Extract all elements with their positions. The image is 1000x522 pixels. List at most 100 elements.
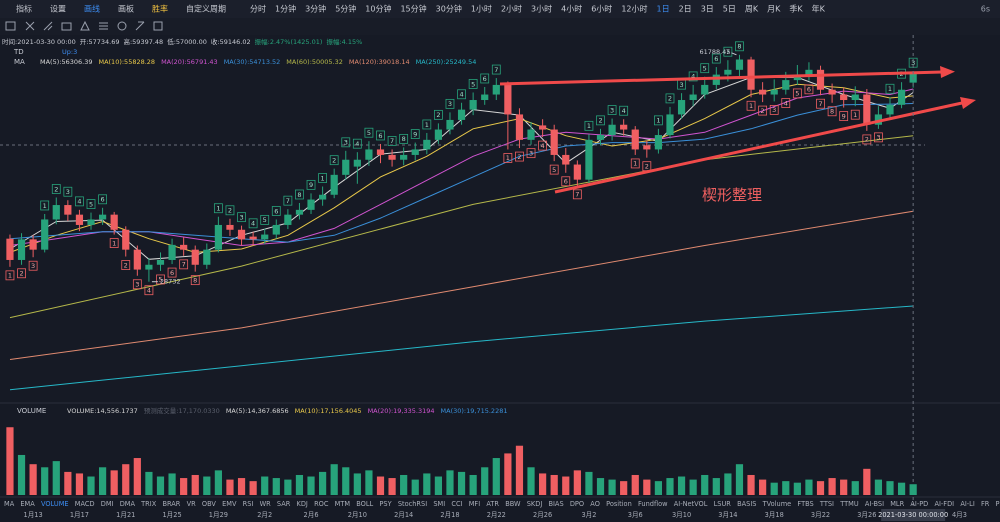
td-count: 3 — [344, 139, 348, 147]
indicator-tab[interactable]: FR — [981, 500, 990, 508]
period-item[interactable]: 4小时 — [561, 4, 582, 14]
indicator-tab[interactable]: Fundflow — [638, 500, 668, 508]
indicator-tab[interactable]: AI-FDI — [934, 500, 954, 508]
indicator-tab[interactable]: VR — [187, 500, 197, 508]
indicator-tab[interactable]: LSUR — [714, 500, 732, 508]
period-item[interactable]: 30分钟 — [436, 4, 462, 14]
indicator-tab[interactable]: TVolume — [762, 500, 792, 508]
td-count: 9 — [413, 130, 417, 138]
drawing-toolbar-bg — [0, 18, 1000, 35]
indicator-tab[interactable]: PSY — [379, 500, 392, 508]
indicator-tab[interactable]: MACD — [75, 500, 95, 508]
toolbar-item[interactable]: 指标 — [16, 4, 32, 14]
indicator-tab[interactable]: TRIX — [140, 500, 157, 508]
indicator-tab[interactable]: VOLUME — [41, 500, 69, 508]
indicator-tab[interactable]: BASIS — [737, 500, 756, 508]
indicator-tab[interactable]: BOLL — [356, 500, 373, 508]
indicator-tab[interactable]: Position — [606, 500, 632, 508]
period-item[interactable]: 10分钟 — [365, 4, 391, 14]
toolbar-item[interactable]: 设置 — [50, 4, 66, 14]
candle-body — [284, 214, 292, 225]
indicator-tab[interactable]: DPO — [570, 500, 584, 508]
indicator-tab[interactable]: BRAR — [162, 500, 180, 508]
volume-bar — [492, 458, 500, 495]
td-count: 4 — [691, 73, 695, 81]
indicator-tab[interactable]: FTBS — [797, 500, 813, 508]
tool-icon[interactable] — [43, 21, 53, 31]
indicator-tab[interactable]: DMA — [120, 500, 136, 508]
tool-icon[interactable] — [61, 22, 72, 31]
toolbar-item[interactable]: 自定义周期 — [186, 4, 226, 14]
indicator-tab[interactable]: AI-BSI — [865, 500, 884, 508]
indicator-tab[interactable]: BBW — [505, 500, 521, 508]
indicator-tab[interactable]: AO — [590, 500, 600, 508]
tool-icon[interactable] — [80, 20, 90, 31]
period-item[interactable]: 12小时 — [621, 4, 647, 14]
period-item[interactable]: 1分钟 — [275, 4, 296, 14]
td-box — [364, 127, 374, 138]
td-count: 3 — [31, 262, 35, 270]
candle-body — [156, 259, 165, 265]
indicator-tab[interactable]: ROC — [314, 500, 329, 508]
volume-bar — [596, 478, 605, 495]
td-count: 1 — [587, 122, 591, 130]
indicator-tab[interactable]: AI-NetVOL — [674, 500, 708, 508]
indicator-tab[interactable]: DMI — [101, 500, 114, 508]
tool-icon[interactable] — [25, 21, 35, 31]
toolbar-item[interactable]: 画线 — [84, 4, 100, 14]
ma-legend: MA(250):25249.54 — [416, 58, 477, 66]
period-item[interactable]: 2小时 — [501, 4, 522, 14]
indicator-tab[interactable]: PFR — [996, 500, 1000, 508]
tool-icon[interactable] — [135, 21, 145, 31]
indicator-tab[interactable]: MLR — [890, 500, 904, 508]
indicator-tab[interactable]: SMI — [433, 500, 445, 508]
toolbar-item[interactable]: 画板 — [118, 4, 134, 14]
indicator-tab[interactable]: SKDJ — [527, 500, 543, 508]
period-item[interactable]: 1日 — [657, 5, 670, 14]
period-item[interactable]: 1小时 — [471, 4, 492, 14]
indicator-tab[interactable]: MA — [4, 500, 15, 508]
tool-icon[interactable] — [99, 22, 108, 30]
td-count: 3 — [876, 134, 880, 142]
volume-bar — [365, 470, 373, 495]
period-item[interactable]: 5日 — [723, 5, 736, 14]
tool-icon[interactable] — [153, 21, 163, 31]
period-item[interactable]: 15分钟 — [400, 4, 426, 14]
period-item[interactable]: 5分钟 — [335, 4, 356, 14]
period-item[interactable]: 年K — [812, 4, 826, 14]
tool-icon[interactable] — [117, 21, 127, 31]
indicator-tab[interactable]: RSI — [243, 500, 254, 508]
period-item[interactable]: 2日 — [679, 5, 692, 14]
tool-icon[interactable] — [5, 21, 16, 31]
indicator-tab[interactable]: EMV — [222, 500, 237, 508]
td-box — [515, 151, 524, 162]
indicator-tab[interactable]: CCI — [451, 500, 462, 508]
indicator-tab[interactable]: OBV — [202, 500, 217, 508]
indicator-tab[interactable]: StochRSI — [398, 500, 427, 508]
indicator-tab[interactable]: MFI — [469, 500, 480, 508]
indicator-tab[interactable]: AI-PD — [910, 500, 928, 508]
toolbar-item[interactable]: 胜率 — [152, 4, 168, 14]
indicator-tab[interactable]: MTM — [335, 500, 351, 508]
volume-bar — [747, 474, 755, 495]
period-item[interactable]: 月K — [767, 5, 781, 14]
period-item[interactable]: 季K — [789, 4, 803, 14]
period-item[interactable]: 周K — [745, 5, 759, 14]
indicator-tab[interactable]: EMA — [20, 500, 35, 508]
period-item[interactable]: 3小时 — [531, 4, 552, 14]
indicator-tab[interactable]: TTSI — [819, 500, 834, 508]
period-item[interactable]: 分时 — [250, 4, 266, 14]
indicator-tab[interactable]: KDJ — [297, 500, 308, 508]
indicator-tab[interactable]: AI-LI — [960, 500, 975, 508]
indicator-tab[interactable]: ATR — [486, 500, 499, 508]
x-tick-label: 2月2 — [257, 511, 272, 519]
indicator-tab[interactable]: WR — [260, 500, 272, 508]
indicator-tab[interactable]: TTMU — [839, 500, 859, 508]
indicator-tab[interactable]: SAR — [277, 500, 291, 508]
period-item[interactable]: 6小时 — [591, 4, 612, 14]
period-item[interactable]: 3日 — [701, 5, 714, 14]
period-item[interactable]: 3分钟 — [305, 4, 326, 14]
refresh[interactable]: 6s — [981, 5, 990, 14]
indicator-tab[interactable]: BIAS — [548, 500, 563, 508]
td-box — [109, 238, 119, 248]
